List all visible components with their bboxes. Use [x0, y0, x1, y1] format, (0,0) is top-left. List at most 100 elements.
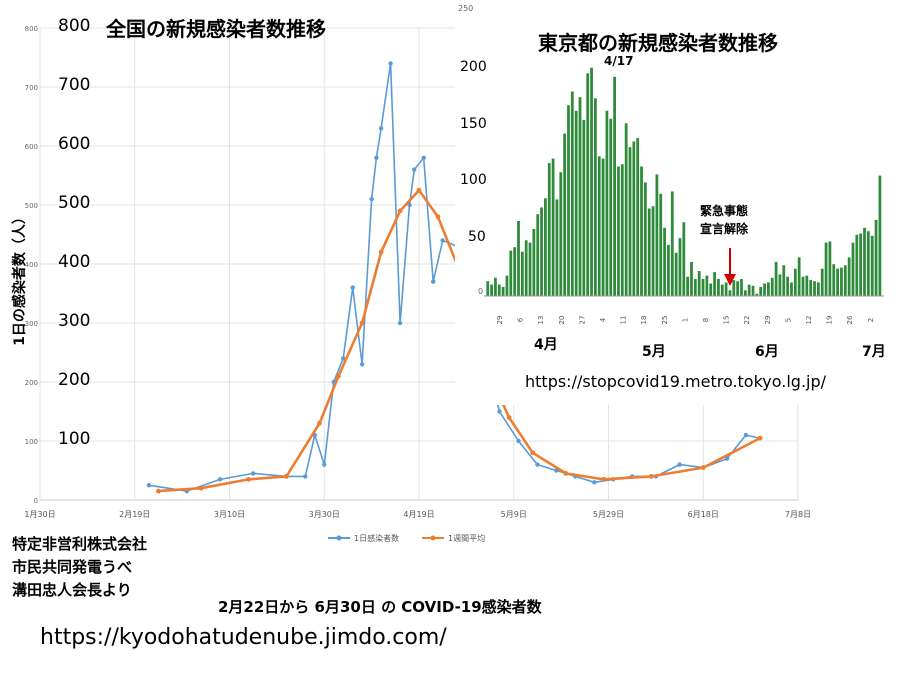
national-small-y-ticks: 0 100 200 300 400 500 600 700 800: [25, 25, 38, 505]
data-point: [378, 126, 384, 131]
small-y-tick-label: 200: [25, 379, 38, 387]
tokyo-month-label: 5月: [642, 344, 666, 360]
data-point: [601, 476, 607, 482]
x-tick-label: 2月19日: [119, 510, 150, 519]
tokyo-bottom-tick: 0: [478, 287, 484, 296]
data-point: [431, 279, 436, 284]
weekly-average-series: [156, 187, 763, 494]
source-org-line-1: 特定非営利株式会社: [12, 535, 148, 553]
data-point: [700, 465, 706, 470]
data-point: [743, 432, 749, 438]
data-point: [440, 238, 445, 243]
series-line: [158, 189, 761, 493]
data-point: [459, 273, 465, 279]
data-point: [341, 356, 346, 361]
legend-avg-marker: [430, 535, 436, 541]
small-y-tick-label: 0: [34, 497, 38, 505]
data-point: [506, 415, 512, 420]
x-tick-label: 7月8日: [785, 510, 811, 519]
x-tick-label: 5月9日: [501, 510, 527, 519]
data-point: [592, 480, 597, 485]
small-y-tick-label: 600: [25, 143, 38, 151]
data-point: [397, 320, 403, 326]
data-point: [303, 474, 308, 479]
tokyo-month-label: 6月: [755, 344, 779, 360]
data-point: [482, 361, 488, 367]
data-point: [374, 155, 379, 160]
data-point: [435, 214, 441, 220]
tokyo-month-label: 4月: [534, 337, 558, 353]
small-y-tick-label: 300: [25, 320, 38, 328]
big-y-tick-label: 200: [58, 370, 91, 390]
x-tick-label: 3月30日: [309, 510, 340, 519]
data-point: [317, 420, 322, 426]
national-caption: 2月22日から 6月30日 の COVID-19感染者数: [218, 598, 542, 616]
tokyo-y-tick-label: 150: [460, 115, 487, 132]
data-point: [322, 462, 327, 467]
tokyo-month-label: 7月: [862, 344, 886, 360]
data-point: [198, 485, 204, 491]
national-legend: 1日感染者数 1週間平均: [328, 533, 485, 543]
national-chart-title: 全国の新規感染者数推移: [106, 17, 326, 41]
source-org-line-2: 市民共同発電うべ: [12, 558, 133, 576]
national-y-axis-label: 1日の感染者数（人）: [12, 210, 28, 346]
data-point: [648, 474, 654, 479]
data-point: [246, 476, 251, 482]
x-tick-label: 6月18日: [688, 510, 719, 519]
small-y-tick-label: 700: [25, 84, 38, 92]
data-point: [407, 202, 412, 208]
tokyo-y-tick-label: 50: [468, 229, 486, 246]
x-tick-label: 3月10日: [214, 510, 245, 519]
tokyo-top-tick: 250: [458, 4, 474, 13]
small-y-tick-label: 400: [25, 261, 38, 269]
data-point: [724, 456, 730, 461]
national-x-ticks: 1月30日 2月19日 3月10日 3月30日 4月19日 5月9日 5月29日 6月18日 7…: [24, 510, 811, 519]
x-tick-label: 4月19日: [403, 510, 434, 519]
data-point: [535, 462, 540, 467]
big-y-tick-label: 400: [58, 252, 91, 272]
data-point: [283, 474, 289, 479]
data-point: [217, 477, 223, 482]
small-y-tick-label: 100: [25, 438, 38, 446]
big-y-tick-label: 100: [58, 429, 91, 449]
data-point: [156, 488, 161, 494]
data-point: [497, 409, 502, 414]
data-point: [412, 167, 417, 172]
data-point: [378, 249, 384, 255]
data-point: [369, 196, 374, 202]
tokyo-annotation-line-1: 緊急事態: [700, 204, 749, 218]
legend-avg-label: 1週間平均: [448, 533, 485, 543]
legend-daily-label: 1日感染者数: [354, 533, 399, 543]
data-point: [388, 61, 393, 66]
big-y-tick-label: 700: [58, 75, 91, 95]
source-org-line-3: 溝田忠人会長より: [12, 581, 132, 599]
x-tick-label: 1月30日: [24, 510, 55, 519]
data-point: [359, 320, 365, 326]
tokyo-y-tick-label: 200: [460, 58, 487, 75]
source-url-link[interactable]: https://kyodohatudenube.jimdo.com/: [40, 625, 447, 650]
tokyo-peak-label: 4/17: [604, 54, 634, 68]
data-point: [468, 373, 474, 379]
data-point: [416, 187, 422, 193]
x-tick-label: 5月29日: [593, 510, 624, 519]
data-point: [350, 285, 355, 290]
big-y-tick-label: 800: [58, 16, 91, 36]
data-point: [563, 471, 569, 476]
data-point: [359, 362, 365, 367]
big-y-tick-label: 600: [58, 134, 91, 154]
tokyo-y-tick-label: 100: [460, 172, 487, 189]
data-point: [421, 155, 426, 160]
data-point: [677, 462, 682, 467]
small-y-tick-label: 800: [25, 25, 38, 33]
data-point: [397, 208, 403, 214]
data-point: [336, 373, 341, 379]
legend-daily-marker: [336, 535, 342, 541]
tokyo-chart-title: 東京都の新規感染者数推移: [538, 31, 778, 55]
big-y-tick-label: 300: [58, 311, 91, 331]
data-point: [530, 450, 536, 456]
data-point: [516, 438, 521, 444]
tokyo-source-url[interactable]: https://stopcovid19.metro.tokyo.lg.jp/: [525, 372, 827, 391]
data-point: [757, 435, 763, 441]
data-point: [454, 244, 460, 249]
